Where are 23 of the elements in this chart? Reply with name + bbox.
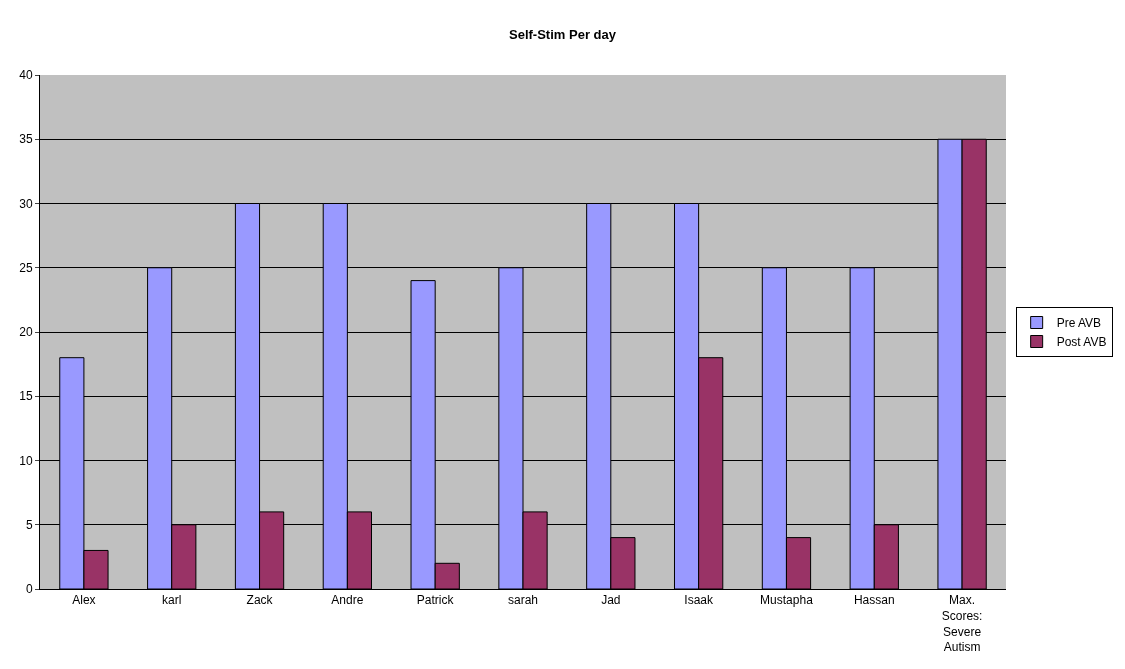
y-tick-label: 40 [19, 68, 33, 83]
x-tick-label: Andre [331, 593, 364, 608]
y-tick-label: 0 [25, 582, 33, 597]
y-tick-label: 20 [19, 325, 33, 340]
y-tick-label: 15 [19, 389, 33, 404]
x-tick-label: karl [162, 593, 182, 608]
x-tick-label: sarah [507, 593, 539, 608]
x-tick-label: Jad [601, 593, 621, 608]
x-tick-label: Zack [246, 593, 274, 608]
y-tick-label: 35 [19, 132, 33, 147]
x-tick-label: Alex [72, 593, 96, 608]
x-tick-label: Hassan [853, 593, 895, 608]
x-tick-label: Isaak [684, 593, 714, 608]
legend-label: Pre AVB [1056, 316, 1102, 331]
chart-title: Self-Stim Per day [509, 27, 617, 43]
y-tick-label: 30 [19, 196, 33, 211]
y-tick-label: 5 [25, 517, 33, 532]
x-tick-label: Patrick [416, 593, 455, 608]
x-tick-label: Mustapha [760, 593, 814, 608]
y-tick-label: 25 [19, 260, 33, 275]
x-tick-label: Max. Scores: Severe Autism [941, 593, 983, 655]
legend-label: Post AVB [1056, 335, 1107, 350]
y-tick-label: 10 [19, 453, 33, 468]
